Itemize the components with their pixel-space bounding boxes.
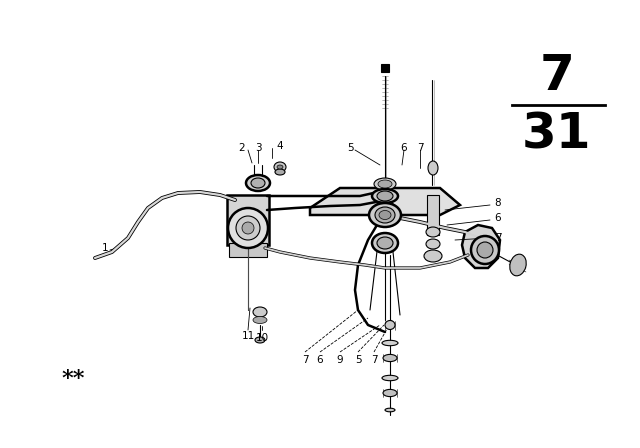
- Ellipse shape: [426, 227, 440, 237]
- Text: 7: 7: [540, 52, 574, 100]
- Ellipse shape: [375, 207, 395, 223]
- Ellipse shape: [379, 211, 391, 220]
- Text: 5: 5: [347, 143, 353, 153]
- Ellipse shape: [377, 237, 393, 249]
- Ellipse shape: [374, 202, 396, 214]
- Ellipse shape: [251, 178, 265, 188]
- Ellipse shape: [383, 389, 397, 396]
- Ellipse shape: [382, 340, 398, 346]
- Text: 8: 8: [495, 198, 501, 208]
- Text: 7: 7: [495, 233, 501, 243]
- Text: 5: 5: [355, 355, 362, 365]
- Text: 7: 7: [371, 355, 378, 365]
- Text: 3: 3: [255, 143, 261, 153]
- Ellipse shape: [246, 175, 270, 191]
- Ellipse shape: [372, 233, 398, 253]
- Text: 4: 4: [276, 141, 284, 151]
- Text: 31: 31: [522, 110, 591, 159]
- Ellipse shape: [383, 354, 397, 362]
- Ellipse shape: [253, 307, 267, 317]
- Text: 7: 7: [417, 143, 423, 153]
- Ellipse shape: [377, 191, 393, 201]
- Text: **: **: [62, 367, 85, 390]
- Ellipse shape: [385, 320, 395, 329]
- Ellipse shape: [385, 408, 395, 412]
- Ellipse shape: [428, 161, 438, 175]
- Ellipse shape: [369, 203, 401, 227]
- FancyBboxPatch shape: [381, 64, 389, 72]
- Ellipse shape: [426, 239, 440, 249]
- Ellipse shape: [424, 250, 442, 262]
- Text: 6: 6: [317, 355, 323, 365]
- Text: 11: 11: [241, 331, 255, 341]
- FancyBboxPatch shape: [229, 243, 267, 257]
- Ellipse shape: [378, 180, 392, 188]
- Ellipse shape: [275, 169, 285, 175]
- Text: 7: 7: [301, 355, 308, 365]
- Text: 9: 9: [337, 355, 343, 365]
- Text: 6: 6: [401, 143, 407, 153]
- Ellipse shape: [374, 178, 396, 190]
- Circle shape: [471, 236, 499, 264]
- Text: 1: 1: [102, 243, 108, 253]
- Ellipse shape: [372, 189, 398, 203]
- Circle shape: [477, 242, 493, 258]
- Ellipse shape: [255, 337, 265, 343]
- Polygon shape: [310, 188, 460, 215]
- Ellipse shape: [510, 254, 526, 276]
- Circle shape: [228, 208, 268, 248]
- FancyBboxPatch shape: [227, 195, 269, 245]
- Ellipse shape: [274, 162, 286, 172]
- Circle shape: [242, 222, 254, 234]
- Circle shape: [236, 216, 260, 240]
- Text: 2: 2: [239, 143, 245, 153]
- FancyBboxPatch shape: [427, 195, 439, 235]
- Text: 6: 6: [495, 213, 501, 223]
- Ellipse shape: [253, 316, 267, 323]
- Text: 10: 10: [255, 333, 269, 343]
- Ellipse shape: [277, 165, 283, 169]
- Ellipse shape: [382, 375, 398, 381]
- Polygon shape: [462, 225, 500, 268]
